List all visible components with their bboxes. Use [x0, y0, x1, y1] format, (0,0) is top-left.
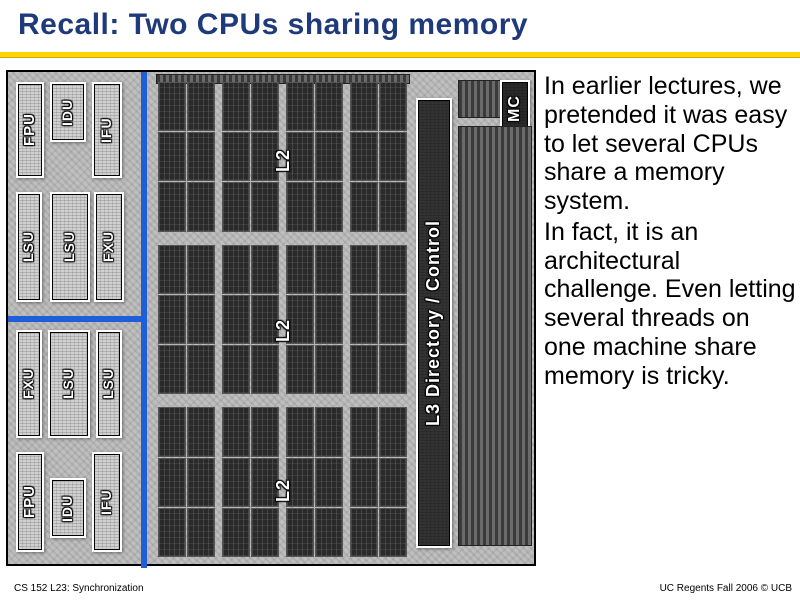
- l2-label: L2: [273, 132, 294, 172]
- l2-cache-cell: [379, 508, 407, 557]
- l2-cache-cell: [286, 82, 314, 131]
- core-top-label-lsu1: LSU: [20, 198, 36, 296]
- core-bottom-label-lsu3: LSU: [60, 336, 76, 432]
- core-top-label-fpu1: FPU: [21, 88, 38, 172]
- l2-cache-cell: [379, 82, 407, 131]
- chip-right-bus: [458, 126, 532, 546]
- core-bottom-label-fxu2: FXU: [20, 336, 36, 432]
- l2-cache-cell: [379, 458, 407, 507]
- l2-cache-cell: [222, 82, 250, 131]
- l2-cache-cell: [315, 245, 343, 294]
- l2-cache-cell: [222, 132, 250, 181]
- l2-cache-cell: [187, 458, 215, 507]
- core-bottom-label-lsu4: LSU: [100, 336, 116, 432]
- l2-cache-cell: [251, 407, 279, 456]
- l2-cache-cell: [158, 182, 186, 231]
- l2-cache-cell: [350, 82, 378, 131]
- l3-directory-label: L3 Directory / Control: [423, 118, 444, 528]
- l2-cache-cell: [379, 407, 407, 456]
- l2-cache-cell: [187, 245, 215, 294]
- l2-cache-cell: [222, 508, 250, 557]
- l2-label: L2: [273, 462, 294, 502]
- l2-cache-cell: [350, 132, 378, 181]
- l2-cache-cell: [222, 458, 250, 507]
- l2-cache-cell: [222, 295, 250, 344]
- paragraph-1: In earlier lectures, we pretended it was…: [544, 72, 796, 216]
- l2-cache-cell: [315, 132, 343, 181]
- l2-cache-cell: [286, 508, 314, 557]
- l2-cache-cell: [286, 345, 314, 394]
- core-bottom-label-idu2: IDU: [59, 484, 75, 532]
- l2-cache-cell: [251, 182, 279, 231]
- l2-cache-cell: [251, 245, 279, 294]
- body-text: In earlier lectures, we pretended it was…: [544, 72, 796, 392]
- l2-cache-cell: [187, 345, 215, 394]
- l2-cache-cell: [379, 245, 407, 294]
- l2-cache-cell: [158, 82, 186, 131]
- l2-cache-cell: [379, 345, 407, 394]
- l2-cache-cell: [286, 182, 314, 231]
- l2-cache-cell: [187, 182, 215, 231]
- l2-cache-cell: [379, 182, 407, 231]
- l2-cache-cell: [350, 295, 378, 344]
- l2-cache-cell: [350, 407, 378, 456]
- core-top-label-idu1: IDU: [59, 88, 75, 136]
- page-title: Recall: Two CPUs sharing memory: [18, 8, 528, 42]
- l2-cache-cell: [158, 245, 186, 294]
- l2-label: L2: [273, 302, 294, 342]
- l2-cache-cell: [315, 345, 343, 394]
- core-top-label-fxu1: FXU: [100, 198, 116, 296]
- l2-cache-cell: [158, 407, 186, 456]
- l2-cache-cell: [315, 458, 343, 507]
- l2-cache-cell: [350, 345, 378, 394]
- paragraph-2: In fact, it is an architectural challeng…: [544, 218, 796, 391]
- title-underline-bar: [0, 52, 800, 58]
- l2-cache-cell: [315, 508, 343, 557]
- l2-cache-cell: [251, 345, 279, 394]
- l2-cache-cell: [222, 182, 250, 231]
- l2-cache-cell: [286, 407, 314, 456]
- l2-cache-cell: [187, 82, 215, 131]
- partition-line-blue: [8, 316, 141, 322]
- l2-cache-cell: [379, 295, 407, 344]
- l2-cache-cell: [158, 295, 186, 344]
- l2-cache-cell: [158, 345, 186, 394]
- l2-cache-cell: [251, 508, 279, 557]
- l2-cache-cell: [350, 508, 378, 557]
- l2-cache-cell: [222, 245, 250, 294]
- l2-cache-cell: [222, 345, 250, 394]
- l2-cache-cell: [286, 245, 314, 294]
- l2-cache-cell: [187, 407, 215, 456]
- l2-cache-cell: [315, 295, 343, 344]
- l2-cache-cell: [350, 245, 378, 294]
- l2-cache-cell: [315, 82, 343, 131]
- l2-cache-cell: [315, 182, 343, 231]
- core-bottom-label-fpu2: FPU: [21, 458, 38, 546]
- slide: Recall: Two CPUs sharing memory FPU IDU IF…: [0, 0, 800, 600]
- l2-cache-cell: [350, 182, 378, 231]
- l2-cache-cell: [187, 132, 215, 181]
- partition-line-blue: [141, 72, 147, 568]
- l2-cache-cell: [187, 508, 215, 557]
- core-top-label-ifu1: IFU: [98, 88, 114, 172]
- l2-cache-cell: [315, 407, 343, 456]
- l2-cache-cell: [350, 458, 378, 507]
- l2-cache-cell: [379, 132, 407, 181]
- l2-cache-cell: [158, 458, 186, 507]
- footer-left: CS 152 L23: Synchronization: [14, 583, 144, 594]
- l2-cache-cell: [251, 82, 279, 131]
- l2-cache-cell: [187, 295, 215, 344]
- l2-cache-cell: [222, 407, 250, 456]
- l2-cache-cell: [158, 508, 186, 557]
- chip-die-photo: FPU IDU IFU LSU LSU FXU FXU LSU LSU FPU IDU IFU L2 L2…: [6, 70, 536, 566]
- core-top-label-lsu2: LSU: [61, 198, 77, 296]
- core-bottom-label-ifu2: IFU: [98, 458, 114, 546]
- l2-cache-cell: [158, 132, 186, 181]
- footer-right: UC Regents Fall 2006 © UCB: [660, 583, 792, 594]
